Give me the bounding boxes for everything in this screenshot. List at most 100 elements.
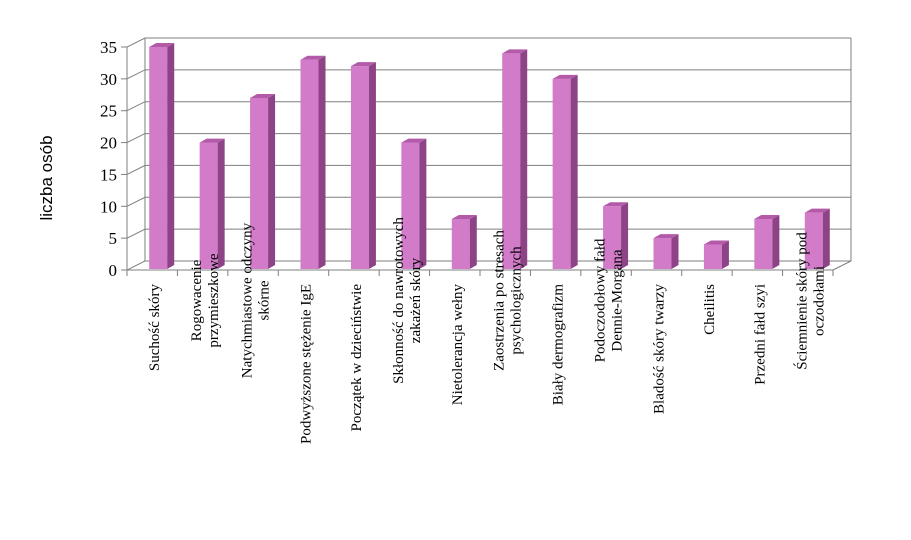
x-tick-label: Początek w dzieciństwie <box>349 284 365 432</box>
bar-front-face <box>754 219 773 269</box>
bar <box>199 138 225 269</box>
bar-top-face <box>653 234 679 239</box>
x-tick-label: Podwyższone stężenie IgE <box>299 284 315 444</box>
y-tick-label: 10 <box>100 197 117 216</box>
x-tick-label: Zaostrzenia po stresachpsychologicznych <box>492 230 525 371</box>
bar <box>149 43 175 269</box>
y-tick-label: 0 <box>109 261 118 280</box>
bar <box>603 202 629 269</box>
bar <box>401 138 427 269</box>
y-tick-label: 5 <box>109 229 118 248</box>
x-tick-label-line: oczodołami <box>811 266 827 336</box>
bar-front-face <box>653 238 672 269</box>
x-tick-label-line: Dennie-Morgana <box>610 249 626 352</box>
bar-front-face <box>300 59 319 269</box>
bar-side-face <box>520 49 528 269</box>
gridline <box>126 260 851 271</box>
x-tick-label-line: Natychmiastowe odczyny <box>240 222 256 378</box>
x-tick-label-line: psychologicznych <box>509 246 525 355</box>
bar-side-face <box>822 208 830 269</box>
bars-layer <box>149 43 830 269</box>
bar-top-face <box>149 43 175 47</box>
x-tick-label-line: Przedni fałd szyi <box>752 284 768 385</box>
bar-top-face <box>804 208 830 213</box>
bar-front-face <box>250 97 269 269</box>
bar-top-face <box>451 215 477 220</box>
bar-top-face <box>502 49 528 54</box>
bar-side-face <box>469 215 477 269</box>
x-tick-label: Nietolerancja wełny <box>450 284 466 406</box>
bar-side-face <box>268 93 276 269</box>
y-tick-label: 35 <box>100 38 117 57</box>
x-tick-label: Biały dermografizm <box>551 284 567 406</box>
bar-side-face <box>621 202 629 269</box>
gridline <box>126 101 851 112</box>
y-tick-label: 25 <box>100 102 117 121</box>
x-tick-label-line: skórne <box>257 280 273 320</box>
gridline <box>126 196 851 207</box>
grid-layer <box>126 37 852 271</box>
x-tick-label-line: Biały dermografizm <box>551 284 567 406</box>
y-tick-label: 30 <box>100 70 117 89</box>
bar-top-face <box>401 138 427 143</box>
bar-side-face <box>570 74 578 269</box>
bar-front-face <box>350 66 369 269</box>
bar-front-face <box>603 206 622 269</box>
bar-top-face <box>300 55 326 60</box>
x-tick-label: Natychmiastowe odczynyskórne <box>240 222 273 378</box>
bar-front-face <box>199 142 218 269</box>
x-tick-label-line: Zaostrzenia po stresach <box>492 230 508 371</box>
bar <box>502 49 528 269</box>
bar-side-face <box>217 138 225 269</box>
bar-front-face <box>502 53 521 269</box>
bar-top-face <box>350 62 376 67</box>
x-tick-label: Podoczodołowy fałdDennie-Morgana <box>593 238 626 362</box>
bar-top-face <box>603 202 629 207</box>
bar <box>451 215 477 269</box>
bar <box>703 240 729 269</box>
bar <box>804 208 830 269</box>
x-tick-label-line: Suchość skóry <box>147 284 163 372</box>
x-tick-label: Bladość skóry twarzy <box>652 284 668 414</box>
x-tick-label-line: Cheilitis <box>702 284 718 335</box>
bar-side-face <box>167 43 175 269</box>
bar-front-face <box>804 212 823 269</box>
gridline <box>126 164 851 175</box>
bar-front-face <box>401 142 420 269</box>
x-tick-label-line: zakażeń skóry <box>408 257 424 343</box>
x-tick-label-line: Ściemnienie skóry pod <box>793 232 810 370</box>
bar <box>250 93 276 269</box>
bar <box>300 55 326 269</box>
bar-top-face <box>552 74 578 79</box>
bar-side-face <box>419 138 427 269</box>
floor-right-edge <box>832 260 852 271</box>
gridline <box>126 37 851 48</box>
x-tick-label: Suchość skóry <box>147 284 163 372</box>
x-tick-label-line: Podwyższone stężenie IgE <box>299 284 315 444</box>
x-tick-label: Przedni fałd szyi <box>752 284 768 385</box>
x-tick-label: Cheilitis <box>702 284 718 335</box>
y-tick-label: 20 <box>100 134 117 153</box>
bar-side-face <box>772 215 780 269</box>
x-tick-label-line: Rogowacenie <box>189 259 205 341</box>
gridline <box>126 133 851 144</box>
x-tick-label: Ściemnienie skóry podoczodołami <box>793 232 827 370</box>
bar <box>350 62 376 269</box>
axis-layer <box>121 46 834 276</box>
x-tick-label-line: Bladość skóry twarzy <box>652 284 668 414</box>
x-tick-label: Skłonność do nawrotowychzakażeń skóry <box>391 217 424 384</box>
x-tick-label-line: Nietolerancja wełny <box>450 284 466 406</box>
bar-front-face <box>552 78 571 269</box>
bar-top-face <box>199 138 225 143</box>
x-tick-label: Rogowacenieprzymieszkowe <box>189 253 222 347</box>
bar-side-face <box>671 234 679 269</box>
bar-front-face <box>451 219 470 269</box>
x-tick-labels: Suchość skóry Rogowacenieprzymieszkowe Nat… <box>147 217 827 444</box>
x-tick-label-line: Podoczodołowy fałd <box>593 238 609 362</box>
bar <box>552 74 578 269</box>
gridline <box>126 69 851 80</box>
y-tick-labels: 0 5 10 15 20 25 30 35 <box>100 38 117 280</box>
bar-top-face <box>250 93 276 98</box>
bar-side-face <box>721 240 729 269</box>
